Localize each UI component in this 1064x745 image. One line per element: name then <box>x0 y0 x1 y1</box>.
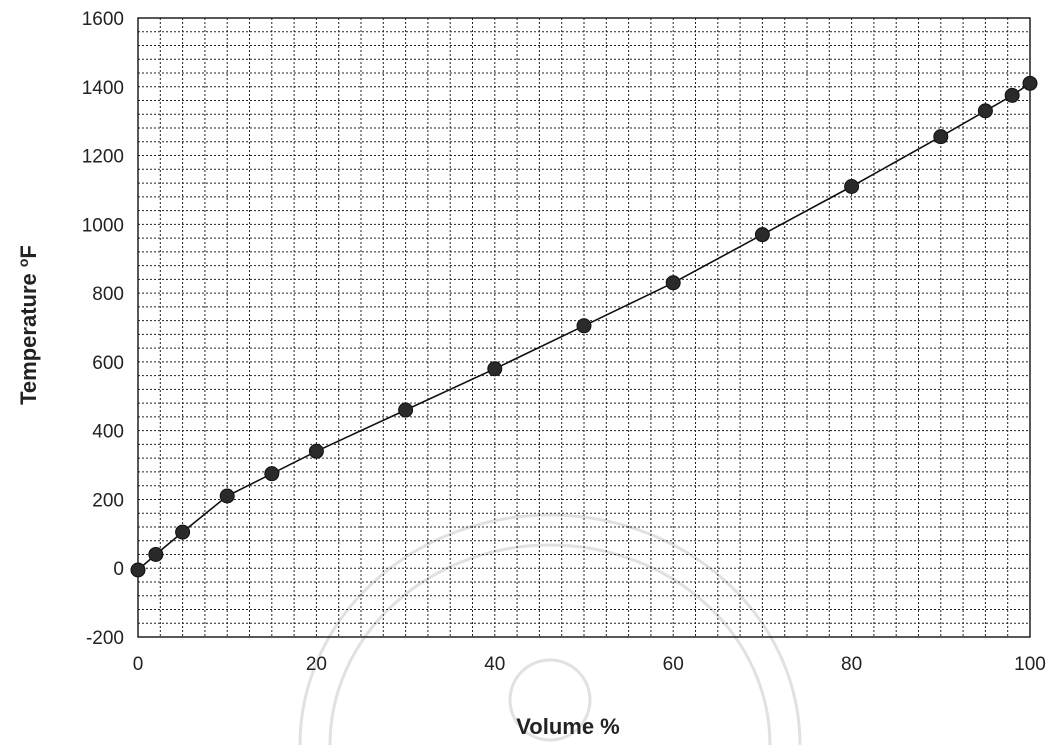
y-tick-label: 1600 <box>82 9 124 30</box>
x-axis-ticks: 0 20 40 60 80 100 <box>133 654 1046 675</box>
x-tick-label: 0 <box>133 654 144 675</box>
data-point <box>487 361 503 377</box>
y-axis-ticks: -200 0 200 400 600 800 1000 1200 1400 1600 <box>82 9 124 649</box>
data-point <box>264 466 280 482</box>
y-tick-label: 0 <box>113 559 124 580</box>
data-point <box>130 562 146 578</box>
series-line <box>137 82 1031 571</box>
data-point <box>219 488 235 504</box>
x-tick-label: 40 <box>484 654 505 675</box>
data-point <box>754 227 770 243</box>
y-tick-label: 1400 <box>82 78 124 99</box>
data-point <box>977 103 993 119</box>
x-axis-title: Volume % <box>516 714 620 739</box>
data-markers <box>130 75 1038 578</box>
data-point <box>148 546 164 562</box>
data-point <box>1022 75 1038 91</box>
y-axis-title-degree: o <box>15 259 31 268</box>
x-tick-label: 80 <box>841 654 862 675</box>
plot-frame <box>137 17 1031 638</box>
data-point <box>175 524 191 540</box>
y-tick-label: 1000 <box>82 215 124 236</box>
x-tick-label: 20 <box>306 654 327 675</box>
y-tick-label: -200 <box>86 628 124 649</box>
y-tick-label: 200 <box>92 490 124 511</box>
y-axis-title: Temperature oF <box>15 245 41 405</box>
data-point <box>576 318 592 334</box>
gridlines <box>138 18 1030 637</box>
x-tick-label: 60 <box>663 654 684 675</box>
data-point <box>398 402 414 418</box>
watermark-emblem <box>298 513 802 745</box>
y-tick-label: 600 <box>92 353 124 374</box>
data-point <box>933 129 949 145</box>
data-point <box>1004 87 1020 103</box>
y-axis-title-main: Temperature <box>16 267 41 405</box>
y-tick-label: 800 <box>92 284 124 305</box>
data-point <box>844 179 860 195</box>
y-tick-label: 400 <box>92 422 124 443</box>
y-tick-label: 1200 <box>82 147 124 168</box>
y-axis-title-unit: F <box>16 245 41 258</box>
data-point <box>308 443 324 459</box>
x-tick-label: 100 <box>1014 654 1046 675</box>
data-point <box>665 275 681 291</box>
